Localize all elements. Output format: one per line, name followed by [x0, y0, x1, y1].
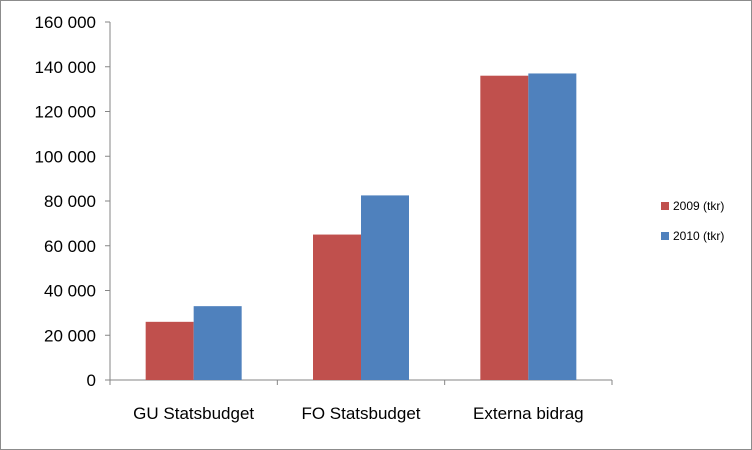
- y-tick-label: 140 000: [35, 58, 96, 77]
- bar: [313, 234, 361, 380]
- x-axis: GU Statsbudget FO Statsbudget Externa bidr…: [109, 379, 613, 423]
- bar: [145, 321, 194, 380]
- bar: [193, 306, 242, 380]
- y-axis: 0 20 000 40 000 60 000 80 000 100 000 120 000 1…: [35, 13, 111, 390]
- bar: [528, 73, 577, 381]
- x-tick-label: GU Statsbudget: [133, 404, 254, 423]
- legend-swatch: [661, 232, 669, 240]
- y-tick-label: 120 000: [35, 103, 96, 122]
- legend-swatch: [661, 202, 669, 210]
- legend-label: 2009 (tkr): [673, 199, 724, 213]
- bar: [361, 195, 409, 380]
- legend-label: 2010 (tkr): [673, 229, 724, 243]
- bars: [145, 73, 577, 381]
- y-tick-label: 80 000: [44, 192, 96, 211]
- legend: 2009 (tkr) 2010 (tkr): [661, 199, 724, 243]
- y-tick-label: 0: [87, 371, 96, 390]
- y-tick-label: 60 000: [44, 237, 96, 256]
- bar: [480, 75, 529, 380]
- y-tick-label: 160 000: [35, 13, 96, 32]
- x-tick-label: Externa bidrag: [473, 404, 584, 423]
- y-tick-label: 100 000: [35, 147, 96, 166]
- x-tick-label: FO Statsbudget: [301, 404, 420, 423]
- y-tick-label: 40 000: [44, 282, 96, 301]
- y-tick-label: 20 000: [44, 326, 96, 345]
